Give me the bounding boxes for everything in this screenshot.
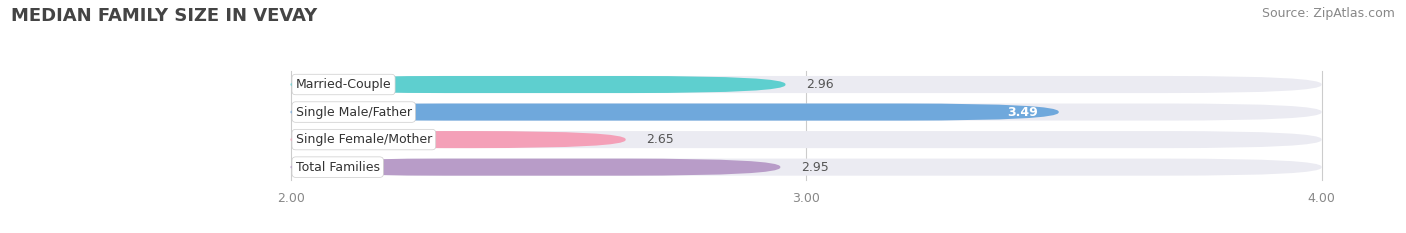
Text: Single Female/Mother: Single Female/Mother <box>295 133 432 146</box>
FancyBboxPatch shape <box>291 159 1322 176</box>
FancyBboxPatch shape <box>291 131 626 148</box>
Text: Source: ZipAtlas.com: Source: ZipAtlas.com <box>1261 7 1395 20</box>
Text: 2.96: 2.96 <box>806 78 834 91</box>
Text: 2.65: 2.65 <box>647 133 673 146</box>
Text: Total Families: Total Families <box>295 161 380 174</box>
FancyBboxPatch shape <box>291 76 1322 93</box>
FancyBboxPatch shape <box>291 103 1059 121</box>
Text: 3.49: 3.49 <box>1007 106 1038 119</box>
FancyBboxPatch shape <box>291 131 1322 148</box>
Text: Single Male/Father: Single Male/Father <box>295 106 412 119</box>
Text: 2.95: 2.95 <box>801 161 828 174</box>
Text: MEDIAN FAMILY SIZE IN VEVAY: MEDIAN FAMILY SIZE IN VEVAY <box>11 7 318 25</box>
FancyBboxPatch shape <box>291 159 780 176</box>
FancyBboxPatch shape <box>291 76 786 93</box>
Text: Married-Couple: Married-Couple <box>295 78 391 91</box>
FancyBboxPatch shape <box>291 103 1322 121</box>
